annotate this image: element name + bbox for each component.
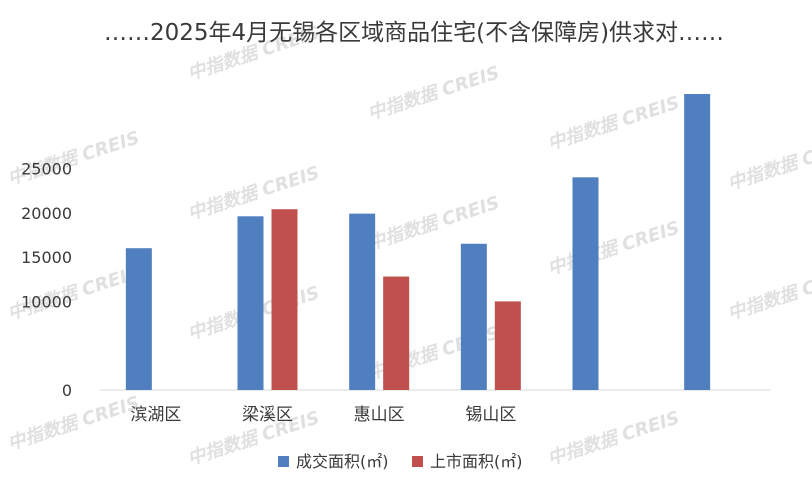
legend: 成交面积(㎡) 上市面积(㎡)	[278, 452, 523, 471]
legend-swatch	[278, 456, 289, 467]
x-category-label: 梁溪区	[242, 405, 293, 425]
chart-title: ……2025年4月无锡各区域商品住宅(不含保障房)供求对……	[104, 20, 724, 46]
bar-series-0-cat-2	[349, 213, 376, 390]
y-tick-label: 20000	[21, 204, 72, 223]
watermark-text: 中指数据 CREIS	[725, 262, 812, 324]
bar-series-1-cat-2	[383, 276, 410, 390]
legend-label: 成交面积(㎡)	[296, 452, 389, 471]
x-axis-categories: 滨湖区 梁溪区 惠山区 锡山区	[130, 405, 516, 425]
watermark-text: 中指数据 CREIS	[545, 407, 682, 469]
watermark-text: 中指数据 CREIS	[185, 162, 322, 224]
bar-series-0-cat-3	[460, 243, 487, 390]
y-axis-ticks: 0 10000 15000 20000 25000	[21, 159, 72, 400]
y-tick-label: 15000	[21, 248, 72, 267]
bar-series-1-cat-1	[271, 209, 298, 390]
watermark-text: 中指数据 CREIS	[725, 132, 812, 194]
y-tick-label: 0	[62, 381, 72, 400]
watermark-text: 中指数据 CREIS	[545, 217, 682, 279]
legend-label: 上市面积(㎡)	[430, 452, 523, 471]
x-category-label: 锡山区	[465, 405, 516, 425]
bar-series-0-cat-0	[125, 248, 152, 390]
watermark-text: 中指数据 CREIS	[5, 392, 142, 454]
bar-series-0-cat-4	[572, 177, 599, 390]
x-category-label: 滨湖区	[130, 405, 181, 425]
legend-swatch	[412, 456, 423, 467]
bar-series-1-cat-3	[494, 301, 521, 390]
bar-series-0-cat-5	[684, 94, 711, 390]
y-tick-label: 25000	[21, 159, 72, 178]
y-tick-label: 10000	[21, 292, 72, 311]
bars	[125, 94, 711, 390]
watermark-text: 中指数据 CREIS	[545, 92, 682, 154]
x-category-label: 惠山区	[354, 405, 405, 425]
bar-series-0-cat-1	[237, 216, 264, 390]
watermark-text: 中指数据 CREIS	[365, 62, 502, 124]
